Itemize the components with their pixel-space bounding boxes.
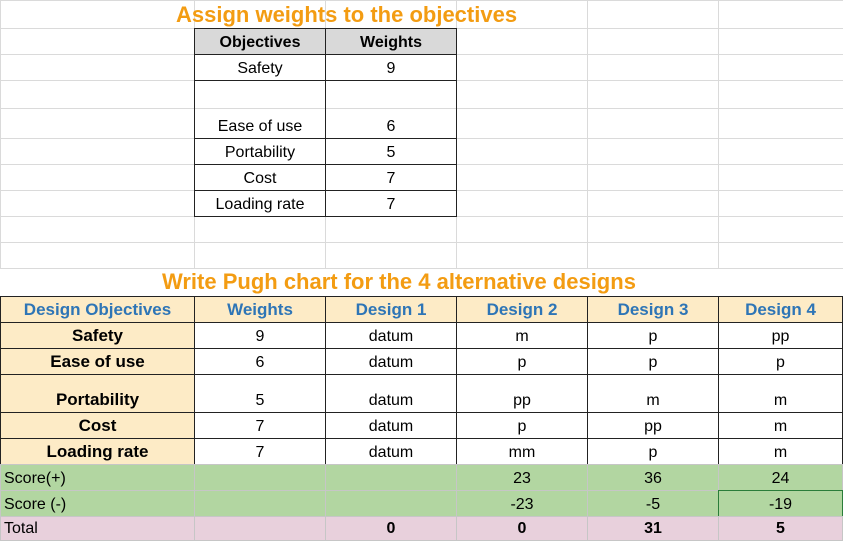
- weight-cell[interactable]: 7: [325, 164, 457, 191]
- gridline: [0, 0, 843, 1]
- pugh-value-cell[interactable]: pp: [456, 374, 588, 413]
- pugh-value-cell[interactable]: pp: [718, 322, 843, 349]
- pugh-score_minus-value[interactable]: -5: [587, 490, 719, 517]
- pugh-score_plus-value[interactable]: [325, 464, 457, 491]
- pugh-value-cell[interactable]: p: [587, 438, 719, 465]
- pugh-header-2[interactable]: Design 1: [325, 296, 457, 323]
- pugh-total-value[interactable]: [194, 516, 326, 541]
- pugh-value-cell[interactable]: p: [456, 348, 588, 375]
- pugh-objective-cell[interactable]: Portability: [0, 374, 195, 413]
- pugh-score_minus-value[interactable]: -23: [456, 490, 588, 517]
- pugh-value-cell[interactable]: datum: [325, 374, 457, 413]
- pugh-total-label[interactable]: Total: [0, 516, 195, 541]
- header-objectives[interactable]: Objectives: [194, 28, 326, 55]
- objective-cell[interactable]: Ease of use: [194, 80, 326, 139]
- pugh-value-cell[interactable]: pp: [587, 412, 719, 439]
- pugh-score_plus-value[interactable]: 23: [456, 464, 588, 491]
- pugh-header-0[interactable]: Design Objectives: [0, 296, 195, 323]
- pugh-header-3[interactable]: Design 2: [456, 296, 588, 323]
- gridline: [718, 0, 719, 268]
- objective-cell[interactable]: Loading rate: [194, 190, 326, 217]
- weight-cell[interactable]: 9: [325, 54, 457, 81]
- gridline: [0, 0, 1, 268]
- pugh-score_minus-value[interactable]: [325, 490, 457, 517]
- objective-cell[interactable]: Cost: [194, 164, 326, 191]
- pugh-value-cell[interactable]: m: [718, 438, 843, 465]
- gridline: [0, 242, 843, 243]
- objective-cell[interactable]: Portability: [194, 138, 326, 165]
- pugh-value-cell[interactable]: m: [587, 374, 719, 413]
- pugh-header-4[interactable]: Design 3: [587, 296, 719, 323]
- gridline: [0, 268, 843, 269]
- weight-cell[interactable]: 6: [325, 80, 457, 139]
- pugh-value-cell[interactable]: m: [456, 322, 588, 349]
- pugh-score_plus-value[interactable]: 24: [718, 464, 843, 491]
- pugh-objective-cell[interactable]: Cost: [0, 412, 195, 439]
- pugh-value-cell[interactable]: 5: [194, 374, 326, 413]
- pugh-header-5[interactable]: Design 4: [718, 296, 843, 323]
- pugh-value-cell[interactable]: 9: [194, 322, 326, 349]
- pugh-score_minus-value[interactable]: [194, 490, 326, 517]
- weight-cell[interactable]: 5: [325, 138, 457, 165]
- pugh-value-cell[interactable]: 6: [194, 348, 326, 375]
- pugh-value-cell[interactable]: datum: [325, 412, 457, 439]
- weight-cell[interactable]: 7: [325, 190, 457, 217]
- pugh-total-value[interactable]: 31: [587, 516, 719, 541]
- pugh-objective-cell[interactable]: Ease of use: [0, 348, 195, 375]
- pugh-score_minus-label[interactable]: Score (-): [0, 490, 195, 517]
- pugh-value-cell[interactable]: 7: [194, 438, 326, 465]
- pugh-score_minus-value[interactable]: -19: [718, 490, 843, 517]
- pugh-objective-cell[interactable]: Safety: [0, 322, 195, 349]
- pugh-objective-cell[interactable]: Loading rate: [0, 438, 195, 465]
- pugh-total-value[interactable]: 5: [718, 516, 843, 541]
- section-title-pugh: Write Pugh chart for the 4 alternative d…: [162, 269, 636, 294]
- pugh-value-cell[interactable]: p: [718, 348, 843, 375]
- gridline: [0, 108, 843, 109]
- pugh-score_plus-label[interactable]: Score(+): [0, 464, 195, 491]
- pugh-header-1[interactable]: Weights: [194, 296, 326, 323]
- header-weights[interactable]: Weights: [325, 28, 457, 55]
- pugh-value-cell[interactable]: datum: [325, 322, 457, 349]
- section-title-weights: Assign weights to the objectives: [176, 2, 518, 27]
- pugh-value-cell[interactable]: m: [718, 412, 843, 439]
- pugh-total-value[interactable]: 0: [456, 516, 588, 541]
- pugh-value-cell[interactable]: p: [456, 412, 588, 439]
- gridline: [587, 0, 588, 268]
- pugh-value-cell[interactable]: p: [587, 348, 719, 375]
- pugh-value-cell[interactable]: datum: [325, 348, 457, 375]
- pugh-score_plus-value[interactable]: 36: [587, 464, 719, 491]
- pugh-score_plus-value[interactable]: [194, 464, 326, 491]
- pugh-value-cell[interactable]: datum: [325, 438, 457, 465]
- pugh-value-cell[interactable]: 7: [194, 412, 326, 439]
- pugh-value-cell[interactable]: p: [587, 322, 719, 349]
- objective-cell[interactable]: Safety: [194, 54, 326, 81]
- pugh-value-cell[interactable]: mm: [456, 438, 588, 465]
- pugh-total-value[interactable]: 0: [325, 516, 457, 541]
- pugh-value-cell[interactable]: m: [718, 374, 843, 413]
